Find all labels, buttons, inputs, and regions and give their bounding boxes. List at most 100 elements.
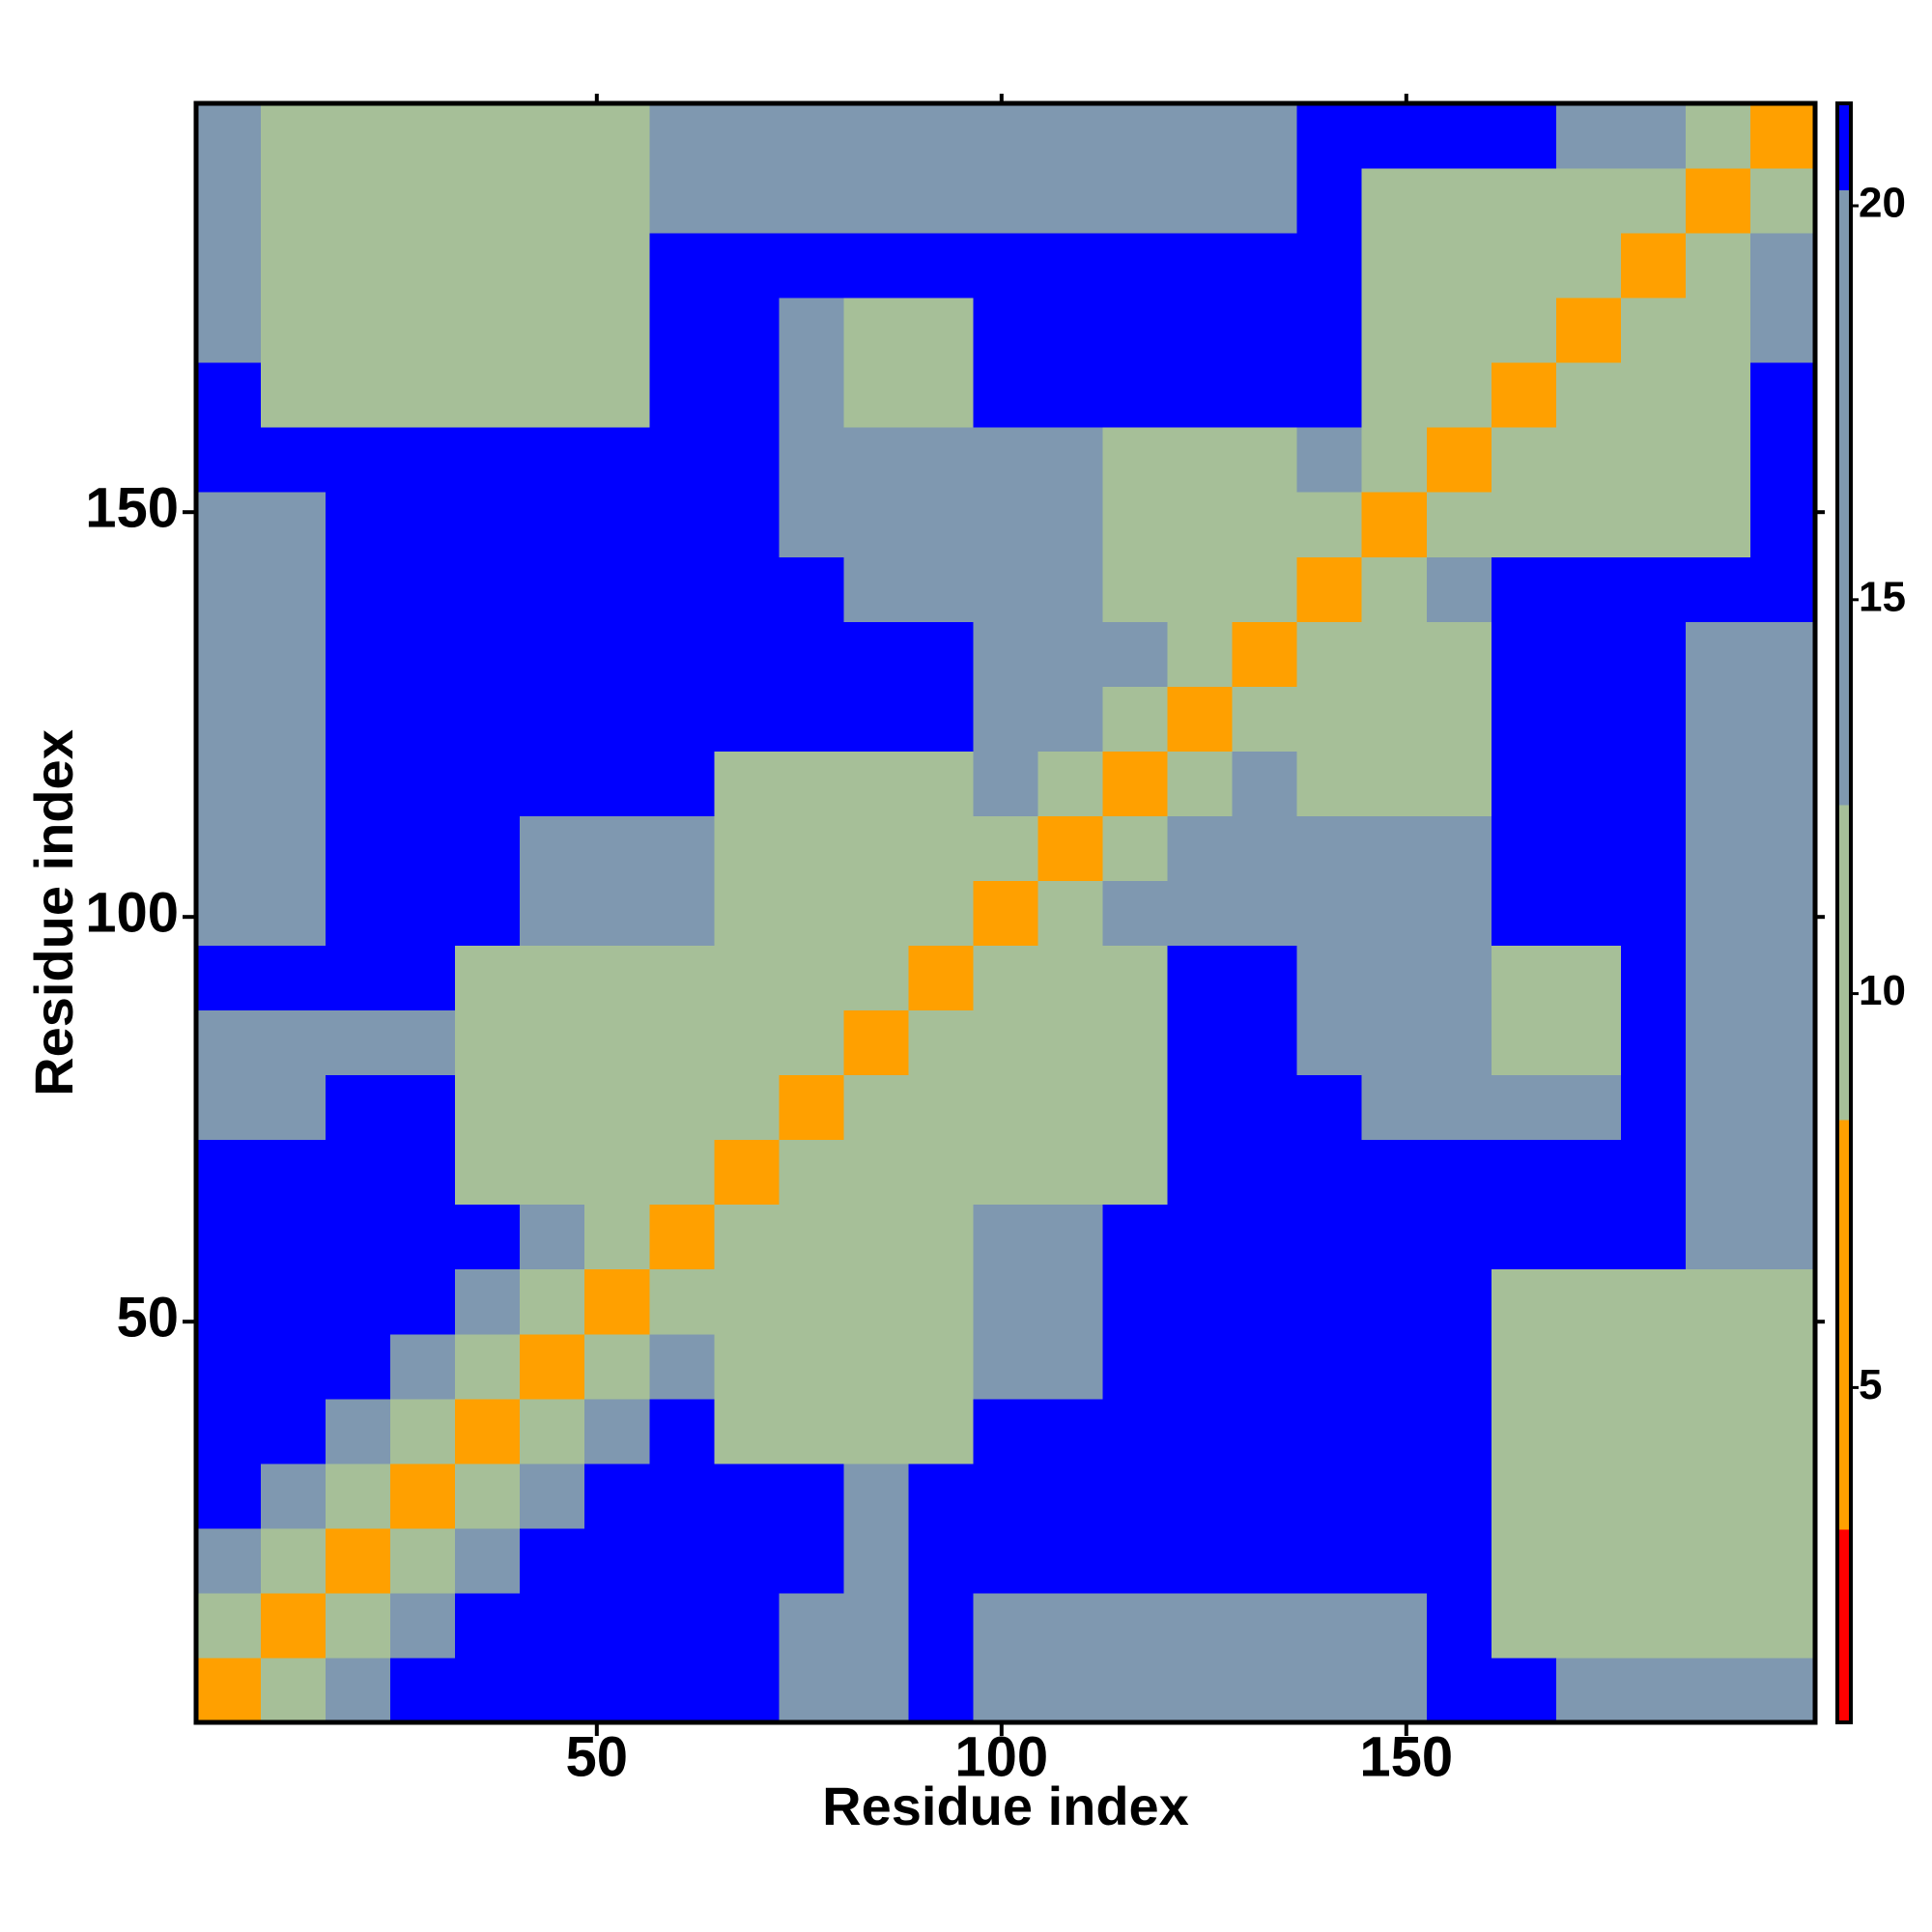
heatmap-cell xyxy=(520,1009,585,1076)
heatmap-cell xyxy=(1749,880,1816,947)
heatmap-cell xyxy=(1296,1333,1363,1400)
heatmap-cell xyxy=(973,815,1039,881)
heatmap-cell xyxy=(908,1527,974,1594)
heatmap-cell xyxy=(520,427,585,493)
heatmap-cell xyxy=(1555,1204,1622,1270)
heatmap-cell xyxy=(843,686,909,752)
heatmap-cell xyxy=(520,556,585,622)
heatmap-cell xyxy=(779,492,844,557)
heatmap-cell xyxy=(908,1074,974,1141)
heatmap-cell xyxy=(1102,621,1169,687)
heatmap-cell xyxy=(1102,1333,1169,1400)
heatmap-cell xyxy=(520,362,585,428)
heatmap-cell xyxy=(843,362,909,428)
plot-frame xyxy=(193,100,1818,1725)
heatmap-cell xyxy=(261,1009,327,1076)
heatmap-cell xyxy=(779,1268,844,1335)
heatmap-cell xyxy=(1555,1333,1622,1400)
heatmap-cell xyxy=(1102,233,1169,298)
heatmap-cell xyxy=(1426,686,1492,752)
heatmap-cell xyxy=(973,621,1039,687)
heatmap-cell xyxy=(1037,1139,1104,1206)
heatmap-cell xyxy=(714,1398,780,1464)
heatmap-cell xyxy=(1232,1657,1298,1723)
heatmap-cell xyxy=(196,1204,262,1270)
heatmap-cell xyxy=(779,298,844,363)
heatmap-cell xyxy=(1749,1398,1816,1464)
heatmap-cell xyxy=(1361,815,1428,881)
heatmap-cell xyxy=(1685,1204,1751,1270)
heatmap-cell xyxy=(779,168,844,234)
heatmap-cell xyxy=(1426,1333,1492,1400)
heatmap-cell xyxy=(1037,1333,1104,1400)
heatmap-cell xyxy=(843,233,909,298)
heatmap-cell xyxy=(1620,1074,1687,1141)
heatmap-cell xyxy=(1167,168,1234,234)
heatmap-cell xyxy=(1296,1268,1363,1335)
heatmap-cell xyxy=(261,880,327,947)
heatmap-cell xyxy=(1232,168,1298,234)
heatmap-cell xyxy=(1037,1657,1104,1723)
heatmap-cell xyxy=(455,1074,521,1141)
heatmap-cell xyxy=(455,492,521,557)
heatmap-cell xyxy=(1102,492,1169,557)
heatmap-cell xyxy=(1426,1204,1492,1270)
heatmap-cell xyxy=(326,815,391,881)
heatmap-cell xyxy=(843,1398,909,1464)
heatmap-cell xyxy=(1167,751,1234,816)
heatmap-cell xyxy=(973,168,1039,234)
heatmap-cell xyxy=(1749,815,1816,881)
heatmap-cell xyxy=(455,1204,521,1270)
heatmap-cell xyxy=(1361,1333,1428,1400)
heatmap-cell xyxy=(908,1398,974,1464)
heatmap-cell xyxy=(1037,362,1104,428)
heatmap-cell xyxy=(1296,103,1363,169)
colorbar-segment xyxy=(1837,804,1851,1121)
heatmap-cell xyxy=(390,556,456,622)
heatmap-cell xyxy=(1555,621,1622,687)
heatmap-cell xyxy=(1167,1592,1234,1659)
heatmap-cell xyxy=(1361,880,1428,947)
heatmap-cell xyxy=(1491,103,1557,169)
heatmap-cell xyxy=(843,1333,909,1400)
heatmap-cell xyxy=(973,298,1039,363)
heatmap-cell xyxy=(1749,1592,1816,1659)
heatmap-cell xyxy=(1232,1527,1298,1594)
heatmap-cell xyxy=(390,233,456,298)
heatmap-cell xyxy=(1426,880,1492,947)
heatmap-cell xyxy=(390,1333,456,1400)
heatmap-cell xyxy=(584,815,650,881)
heatmap-cell xyxy=(908,1463,974,1529)
heatmap-cell xyxy=(1491,556,1557,622)
heatmap-cell xyxy=(1749,1139,1816,1206)
heatmap-cell xyxy=(326,1333,391,1400)
heatmap-cell xyxy=(779,362,844,428)
heatmap-cell xyxy=(584,880,650,947)
heatmap-cell xyxy=(261,1527,327,1594)
heatmap-cell xyxy=(1361,1009,1428,1076)
heatmap-cell xyxy=(326,298,391,363)
heatmap-cell xyxy=(455,1592,521,1659)
heatmap-cell xyxy=(1491,1398,1557,1464)
heatmap-cell xyxy=(973,1204,1039,1270)
heatmap-cell xyxy=(714,1463,780,1529)
heatmap-cell xyxy=(1361,298,1428,363)
heatmap-cell xyxy=(1749,556,1816,622)
heatmap-cell xyxy=(455,1268,521,1335)
heatmap-cell xyxy=(973,686,1039,752)
heatmap-cell xyxy=(779,751,844,816)
heatmap-cell xyxy=(196,686,262,752)
heatmap-cell xyxy=(326,880,391,947)
heatmap-cell xyxy=(649,751,715,816)
heatmap-cell xyxy=(390,1074,456,1141)
heatmap-cell xyxy=(1232,362,1298,428)
heatmap-cell xyxy=(1232,103,1298,169)
heatmap-cell xyxy=(1232,556,1298,622)
heatmap-cell xyxy=(1232,621,1298,687)
heatmap-cell xyxy=(1620,233,1687,298)
heatmap-cell xyxy=(584,1333,650,1400)
heatmap-cell xyxy=(1037,880,1104,947)
heatmap-cell xyxy=(584,492,650,557)
x-tick-label: 100 xyxy=(954,1725,1048,1788)
heatmap-cell xyxy=(1296,1398,1363,1464)
